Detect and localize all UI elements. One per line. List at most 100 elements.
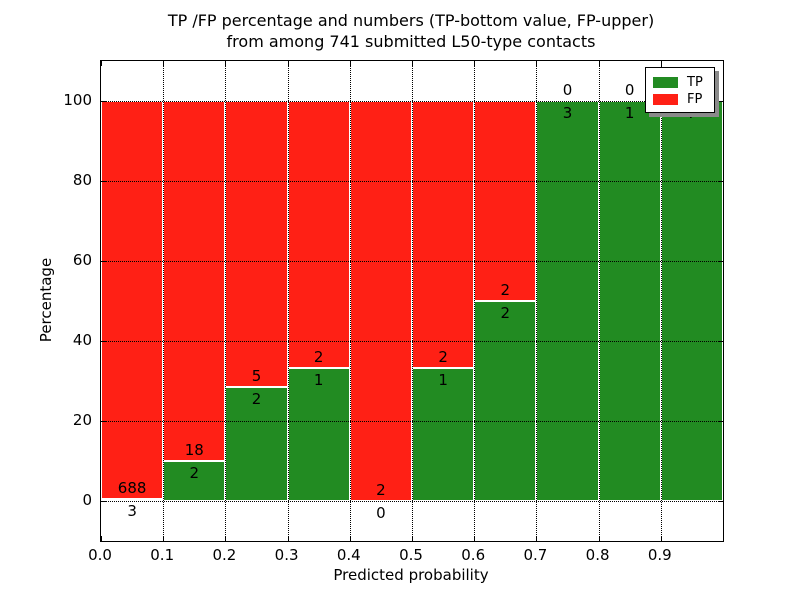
tick-mark-top [225,61,227,66]
tick-mark-right [718,261,723,262]
tp-count-label: 2 [500,304,511,322]
tp-count-label: 2 [251,389,262,408]
tick-mark-bottom [598,536,600,541]
tick-mark-left [101,101,106,102]
tick-mark-right [718,421,723,422]
legend-item: FP [653,91,714,108]
chart-title-line1: TP /FP percentage and numbers (TP-bottom… [167,11,655,30]
fp-count-label: 5 [251,366,262,385]
y-tick-label: 40 [72,331,92,349]
bar-tp-segment [660,101,723,501]
tick-mark-bottom [163,536,165,541]
gridline-vertical [474,61,476,541]
tick-mark-right [718,501,723,502]
legend-label-tp: TP [687,75,703,90]
tick-mark-right [718,181,723,182]
bar-tp-segment [101,499,164,502]
tick-mark-top [101,61,102,66]
tick-mark-top [349,61,351,66]
fp-count-label: 2 [438,347,448,366]
tick-mark-top [287,61,289,66]
gridline-vertical [349,61,351,541]
tick-mark-bottom [474,536,476,541]
tick-mark-left [101,501,106,502]
bar-fp-segment [101,101,164,500]
tick-mark-left [101,261,106,262]
y-tick-label: 60 [72,251,92,269]
bar-tp-segment [536,101,599,501]
tick-mark-top [598,61,600,66]
bar-fp-segment [412,101,475,368]
tick-mark-top [163,61,165,66]
tick-mark-bottom [536,536,538,541]
y-tick-label: 0 [82,491,92,509]
tick-mark-left [101,181,106,182]
legend: TP FP [645,67,715,113]
tick-mark-right [718,101,723,102]
bar-fp-segment [474,101,537,301]
bar-tp-segment [474,301,537,501]
x-tick-label: 0.7 [523,546,548,564]
bar-fp-segment [225,101,288,387]
gridline-vertical [598,61,600,541]
bar-tp-segment [287,367,350,501]
fp-count-label: 2 [500,281,511,299]
plot-area: 68831825221202122030107 [100,60,724,542]
fp-count-label: 2 [376,481,386,499]
gridline-vertical [163,61,165,541]
tick-mark-right [718,341,723,342]
x-tick-label: 0.5 [399,546,423,564]
gridline-vertical [287,61,289,541]
chart-title-line2: from among 741 submitted L50-type contac… [226,32,596,51]
tick-mark-bottom [412,536,413,541]
chart-title: TP /FP percentage and numbers (TP-bottom… [100,10,722,52]
tick-mark-top [474,61,476,66]
gridline-vertical [225,61,227,541]
y-tick-label: 80 [72,171,92,189]
bar-fp-segment [287,101,350,368]
tp-count-label: 3 [127,502,137,521]
tick-mark-bottom [225,536,227,541]
tick-mark-bottom [349,536,351,541]
bar-tp-segment [163,461,226,501]
gridline-vertical [660,61,662,541]
legend-swatch-fp [653,94,678,105]
tick-mark-left [101,421,106,422]
tp-count-label: 1 [624,104,635,122]
x-tick-label: 0.3 [274,546,299,564]
tp-count-label: 2 [189,464,200,482]
x-tick-label: 0.1 [150,546,175,564]
x-tick-label: 0.8 [585,546,610,564]
fp-count-label: 0 [624,81,635,99]
tp-count-label: 1 [438,370,448,389]
tick-mark-bottom [660,536,662,541]
bar-fp-segment [349,101,412,501]
tp-count-label: 7 [687,104,697,122]
y-tick-label: 100 [63,91,92,109]
x-tick-label: 0.4 [336,546,361,564]
tick-mark-top [412,61,413,66]
tp-count-label: 0 [376,504,386,522]
bar-tp-segment [598,101,661,501]
tick-mark-bottom [287,536,289,541]
fp-count-label: 688 [117,479,147,498]
bar-tp-segment [412,367,475,501]
legend-swatch-tp [653,77,678,88]
legend-label-fp: FP [687,92,703,107]
x-tick-label: 0.6 [461,546,486,564]
legend-item: TP [653,74,714,91]
tp-count-label: 1 [313,370,324,389]
fp-count-label: 0 [562,81,573,99]
y-tick-label: 20 [72,411,92,429]
x-axis-label: Predicted probability [333,566,489,584]
gridline-vertical [412,61,413,541]
tick-mark-top [536,61,538,66]
fp-count-label: 2 [313,347,324,366]
x-tick-label: 0.0 [88,546,112,564]
tp-count-label: 3 [562,104,573,122]
tick-mark-bottom [101,536,102,541]
x-tick-label: 0.2 [212,546,237,564]
tick-mark-left [101,341,106,342]
bar-fp-segment [163,101,226,461]
